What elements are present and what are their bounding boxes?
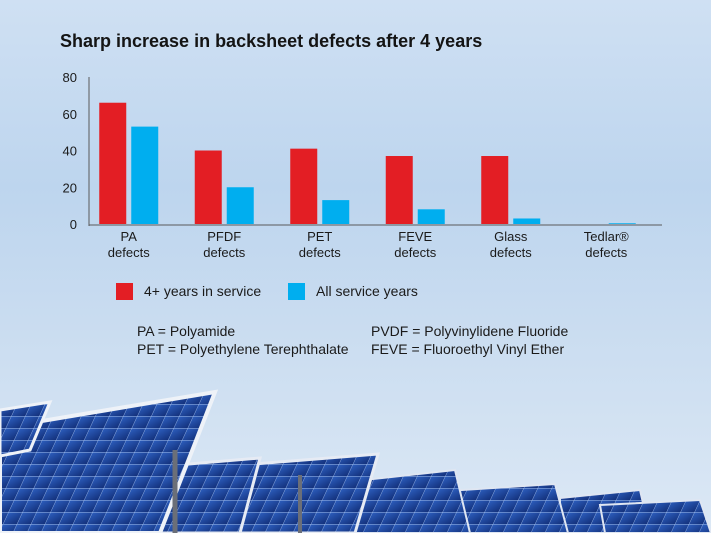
x-tick-label: defects <box>394 245 436 260</box>
y-tick-label: 20 <box>63 180 77 195</box>
legend-label-4plus: 4+ years in service <box>144 283 262 299</box>
x-tick-label: defects <box>203 245 245 260</box>
abbreviation-pet: PET = Polyethylene Terephthalate <box>137 341 349 357</box>
bar-all-1 <box>226 187 254 224</box>
x-tick-label: FEVE <box>398 229 432 244</box>
solar-panel-front <box>0 389 219 533</box>
abbreviation-pa: PA = Polyamide <box>137 323 236 339</box>
abbreviation-feve: FEVE = Fluoroethyl Vinyl Ether <box>371 341 565 357</box>
bar-all-0 <box>131 126 159 224</box>
legend-swatch-all <box>288 282 305 300</box>
abbreviations-left: PA = Polyamide PET = Polyethylene Tereph… <box>137 322 349 358</box>
bar-4plus-4 <box>481 156 509 224</box>
legend-label-all: All service years <box>316 283 418 299</box>
legend-swatch-4plus <box>116 282 133 300</box>
chart-title: Sharp increase in backsheet defects afte… <box>60 31 483 51</box>
bar-4plus-3 <box>385 156 413 224</box>
abbreviation-pvdf: PVDF = Polyvinylidene Fluoride <box>371 323 569 339</box>
x-tick-label: Glass <box>494 229 528 244</box>
y-tick-label: 80 <box>63 70 77 85</box>
y-tick-label: 60 <box>63 107 77 122</box>
bar-all-3 <box>417 209 445 224</box>
x-tick-label: defects <box>490 245 532 260</box>
x-tick-label: Tedlar® <box>584 229 629 244</box>
x-tick-label: defects <box>585 245 627 260</box>
abbreviations-right: PVDF = Polyvinylidene Fluoride FEVE = Fl… <box>371 322 568 358</box>
bar-all-5 <box>608 223 636 224</box>
x-tick-label: defects <box>299 245 341 260</box>
solar-panel-front-left <box>0 400 53 458</box>
x-tick-label: defects <box>108 245 150 260</box>
legend-item-all: All service years <box>288 282 418 300</box>
x-tick-label: PFDF <box>207 229 241 244</box>
solar-panels-photo <box>0 389 711 533</box>
bar-4plus-2 <box>290 148 318 224</box>
y-tick-label: 40 <box>63 144 77 159</box>
x-tick-label: PET <box>307 229 332 244</box>
bar-4plus-0 <box>99 102 127 224</box>
bar-all-2 <box>322 200 350 224</box>
bar-all-4 <box>513 218 541 224</box>
x-tick-label: PA <box>121 229 138 244</box>
bar-4plus-1 <box>194 150 222 224</box>
legend-item-4plus: 4+ years in service <box>116 282 261 300</box>
solar-panel-far-4 <box>598 498 711 533</box>
y-tick-label: 0 <box>70 217 77 232</box>
